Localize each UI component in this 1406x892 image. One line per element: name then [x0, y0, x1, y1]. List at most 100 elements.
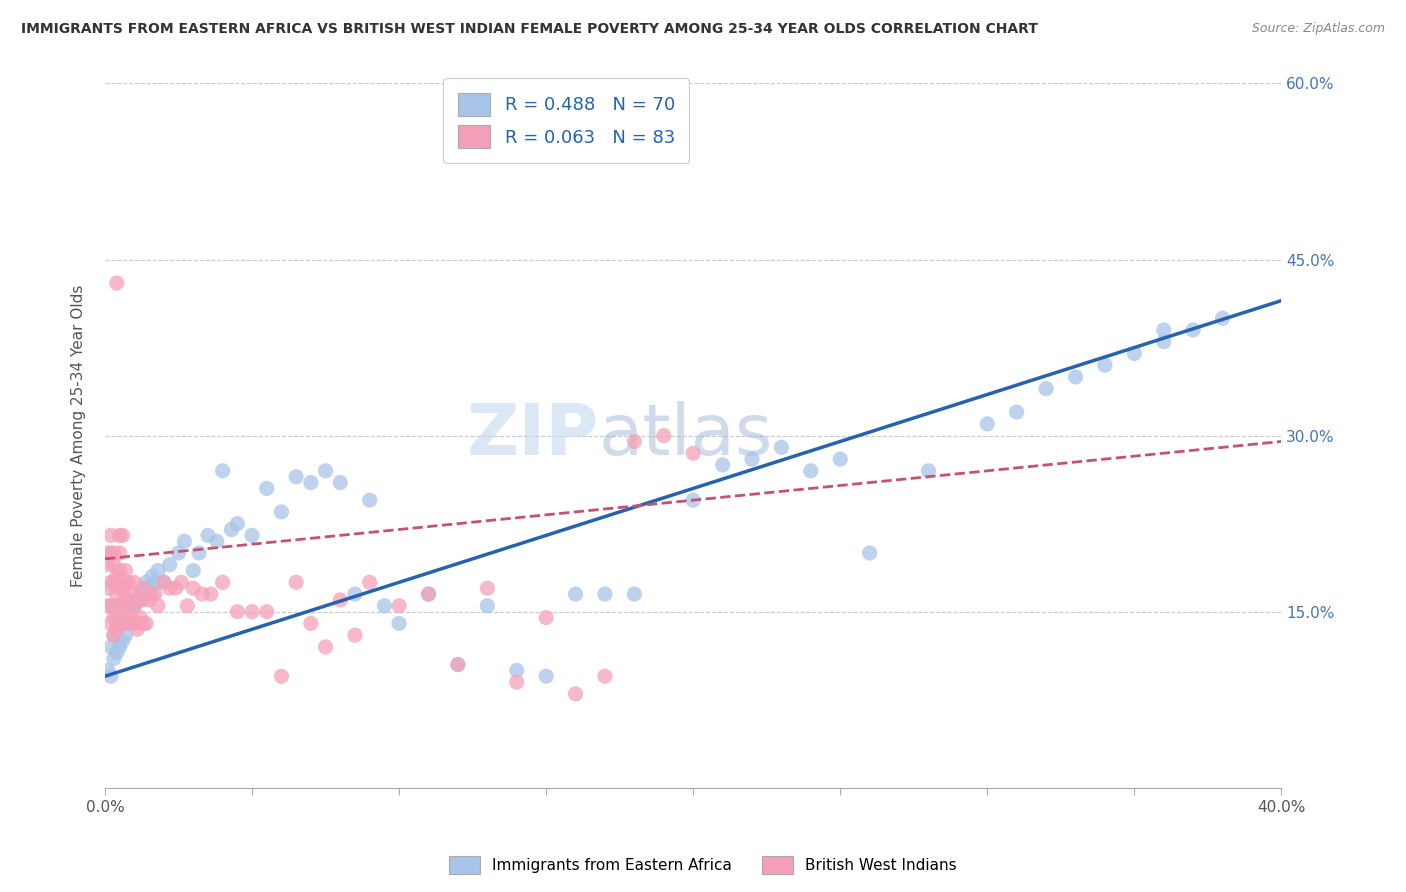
Point — [153, 575, 176, 590]
Point — [143, 575, 166, 590]
Point — [329, 593, 352, 607]
Point — [418, 587, 440, 601]
Point — [111, 599, 134, 613]
Point — [1212, 311, 1234, 326]
Point — [117, 599, 139, 613]
Point — [117, 610, 139, 624]
Point — [343, 587, 366, 601]
Point — [299, 616, 322, 631]
Point — [114, 616, 136, 631]
Legend: R = 0.488   N = 70, R = 0.063   N = 83: R = 0.488 N = 70, R = 0.063 N = 83 — [443, 78, 689, 162]
Point — [221, 523, 243, 537]
Point — [111, 616, 134, 631]
Point — [167, 546, 190, 560]
Point — [1094, 358, 1116, 372]
Point — [534, 669, 557, 683]
Point — [103, 546, 125, 560]
Point — [176, 599, 198, 613]
Point — [108, 616, 131, 631]
Point — [859, 546, 882, 560]
Point — [240, 528, 263, 542]
Point — [388, 616, 411, 631]
Point — [127, 593, 149, 607]
Point — [143, 587, 166, 601]
Point — [682, 493, 704, 508]
Point — [111, 616, 134, 631]
Point — [129, 593, 152, 607]
Point — [917, 464, 939, 478]
Point — [564, 687, 586, 701]
Text: ZIP: ZIP — [467, 401, 599, 470]
Point — [141, 587, 163, 601]
Point — [534, 610, 557, 624]
Point — [103, 651, 125, 665]
Point — [138, 593, 160, 607]
Point — [211, 575, 233, 590]
Point — [120, 610, 142, 624]
Point — [114, 564, 136, 578]
Point — [100, 575, 122, 590]
Point — [477, 599, 499, 613]
Point — [105, 646, 128, 660]
Point — [97, 664, 120, 678]
Point — [108, 546, 131, 560]
Point — [124, 599, 146, 613]
Point — [135, 575, 157, 590]
Point — [1064, 370, 1087, 384]
Point — [343, 628, 366, 642]
Point — [132, 616, 155, 631]
Point — [132, 593, 155, 607]
Point — [159, 581, 181, 595]
Point — [105, 276, 128, 290]
Point — [315, 640, 337, 654]
Point — [108, 610, 131, 624]
Point — [103, 558, 125, 572]
Point — [1182, 323, 1205, 337]
Point — [373, 599, 395, 613]
Point — [197, 528, 219, 542]
Point — [108, 528, 131, 542]
Point — [124, 599, 146, 613]
Point — [114, 593, 136, 607]
Point — [124, 616, 146, 631]
Point — [117, 575, 139, 590]
Point — [593, 669, 616, 683]
Point — [564, 587, 586, 601]
Point — [103, 628, 125, 642]
Point — [329, 475, 352, 490]
Point — [800, 464, 823, 478]
Point — [108, 599, 131, 613]
Point — [270, 669, 292, 683]
Point — [100, 599, 122, 613]
Point — [100, 669, 122, 683]
Point — [135, 616, 157, 631]
Point — [97, 581, 120, 595]
Point — [103, 610, 125, 624]
Point — [120, 616, 142, 631]
Point — [129, 587, 152, 601]
Point — [100, 528, 122, 542]
Point — [97, 599, 120, 613]
Point — [127, 622, 149, 636]
Text: IMMIGRANTS FROM EASTERN AFRICA VS BRITISH WEST INDIAN FEMALE POVERTY AMONG 25-34: IMMIGRANTS FROM EASTERN AFRICA VS BRITIS… — [21, 22, 1038, 37]
Point — [100, 546, 122, 560]
Text: Source: ZipAtlas.com: Source: ZipAtlas.com — [1251, 22, 1385, 36]
Point — [146, 599, 169, 613]
Point — [830, 452, 852, 467]
Point — [97, 546, 120, 560]
Point — [226, 516, 249, 531]
Point — [1035, 382, 1057, 396]
Point — [181, 564, 204, 578]
Point — [124, 575, 146, 590]
Point — [165, 581, 187, 595]
Point — [299, 475, 322, 490]
Point — [741, 452, 763, 467]
Point — [506, 664, 529, 678]
Point — [447, 657, 470, 672]
Point — [111, 634, 134, 648]
Point — [200, 587, 222, 601]
Point — [447, 657, 470, 672]
Point — [108, 564, 131, 578]
Point — [114, 628, 136, 642]
Point — [1153, 334, 1175, 349]
